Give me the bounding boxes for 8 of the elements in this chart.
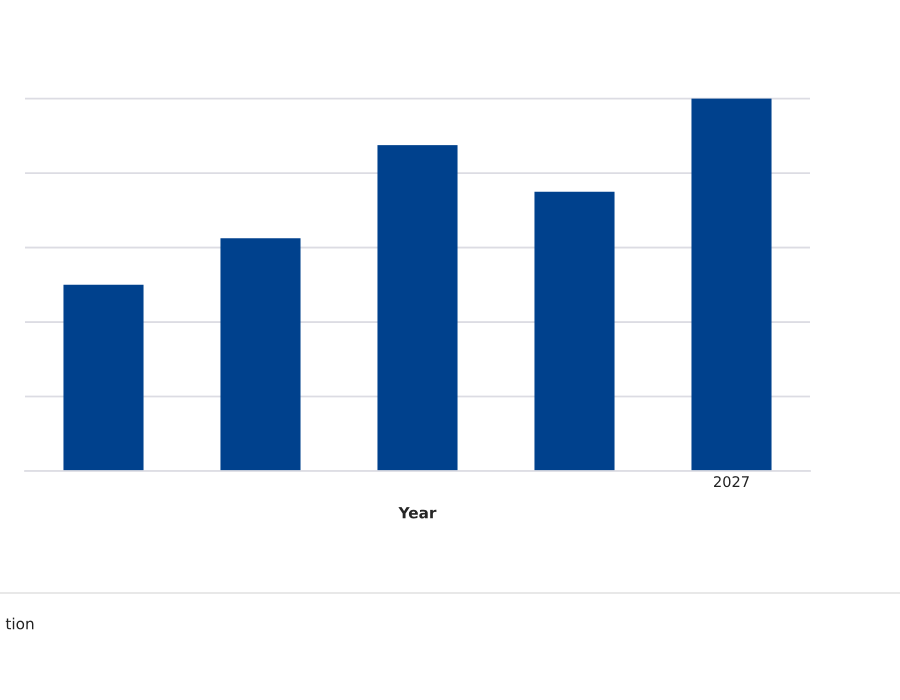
bar bbox=[534, 192, 615, 471]
bar bbox=[220, 238, 301, 471]
text: tion bbox=[6, 618, 34, 630]
bar bbox=[377, 145, 458, 471]
x-axis-title: Year bbox=[398, 507, 436, 518]
bar bbox=[691, 98, 772, 471]
x-tick-label: 2027 bbox=[714, 476, 749, 488]
bar bbox=[63, 284, 144, 471]
